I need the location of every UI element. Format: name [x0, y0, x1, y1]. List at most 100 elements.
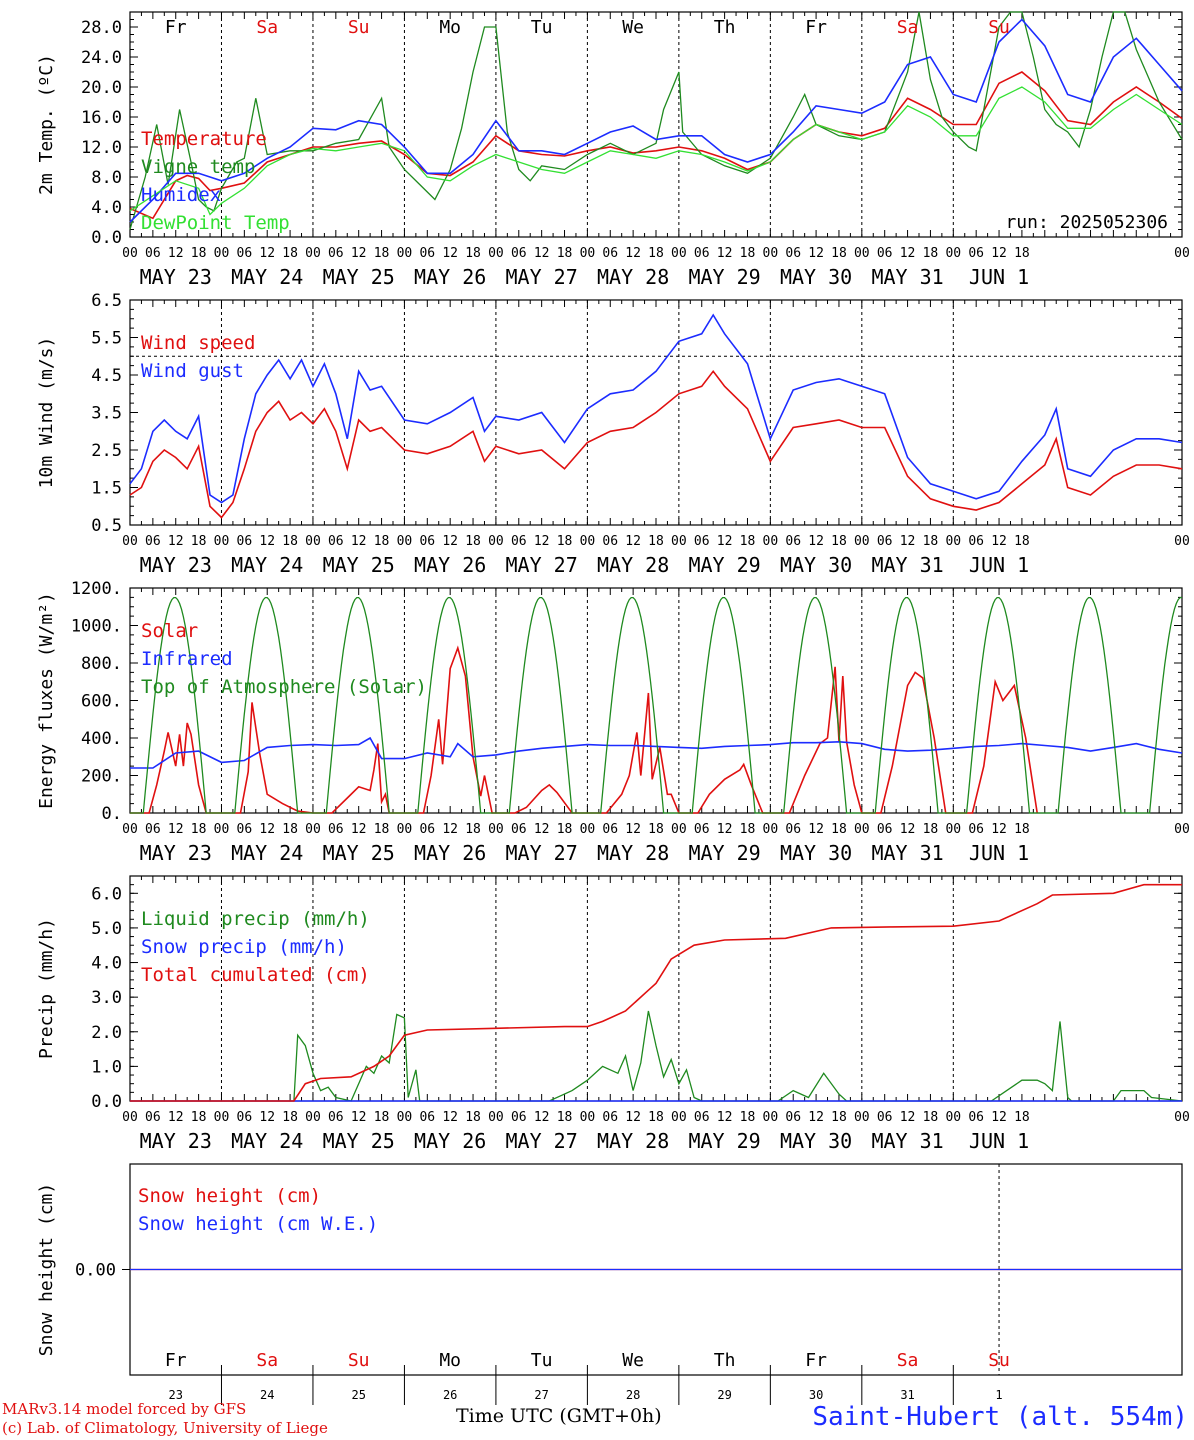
y-tick-label: 600.: [81, 692, 122, 712]
panel-wind: [129, 299, 1183, 526]
x-hour-label: 18: [282, 534, 298, 549]
x-hour-label: 12: [259, 1110, 275, 1125]
legend-total-cumulated-cm-: Total cumulated (cm): [141, 964, 370, 986]
x-hour-label: 18: [191, 534, 207, 549]
weekday-label: Mo: [439, 17, 461, 38]
y-axis-title: Precip (mm/h): [36, 918, 57, 1059]
x-hour-label: 12: [442, 1110, 458, 1125]
weekday-label: Sa: [897, 1350, 919, 1371]
x-date-label: MAY 23: [140, 553, 212, 577]
legend-infrared: Infrared: [141, 648, 233, 670]
x-hour-label: 00: [854, 534, 870, 549]
panel-frame: [129, 11, 1183, 238]
x-hour-label: 06: [237, 822, 253, 837]
x-hour-label: 06: [145, 534, 161, 549]
x-hour-label: 06: [328, 1110, 344, 1125]
x-hour-label: 00: [1174, 534, 1190, 549]
x-hour-label: 12: [717, 534, 733, 549]
weekday-label: Fr: [165, 1350, 187, 1371]
y-tick-label: 2.5: [91, 441, 122, 461]
x-hour-label: 18: [557, 246, 573, 261]
x-hour-label: 00: [214, 1110, 230, 1125]
x-hour-label: 00: [945, 534, 961, 549]
weekday-label: We: [622, 17, 644, 38]
x-hour-label: 00: [488, 246, 504, 261]
x-hour-label: 12: [168, 246, 184, 261]
series-wind-gust: [129, 313, 1183, 504]
x-hour-label: 06: [145, 1110, 161, 1125]
x-hour-label: 06: [602, 246, 618, 261]
weekday-label: Su: [348, 1350, 370, 1371]
weekday-label: Su: [988, 1350, 1010, 1371]
day-number-label: 25: [351, 1388, 365, 1402]
x-hour-label: 18: [923, 534, 939, 549]
weekday-label: We: [622, 1350, 644, 1371]
y-tick-label: 1.5: [91, 479, 122, 499]
x-hour-label: 00: [763, 534, 779, 549]
x-hour-label: 06: [968, 246, 984, 261]
x-hour-label: 06: [877, 822, 893, 837]
x-date-label: MAY 23: [140, 841, 212, 865]
series-top-of-atmosphere-solar-: [130, 596, 1182, 814]
day-number-label: 26: [443, 1388, 457, 1402]
x-hour-label: 00: [488, 1110, 504, 1125]
x-hour-label: 00: [580, 1110, 596, 1125]
x-date-label: MAY 29: [688, 1129, 760, 1153]
x-hour-label: 18: [557, 1110, 573, 1125]
weekday-label: Fr: [805, 1350, 827, 1371]
x-date-label: MAY 27: [506, 841, 578, 865]
x-date-label: JUN 1: [969, 265, 1029, 289]
x-hour-label: 18: [1014, 534, 1030, 549]
x-hour-label: 00: [945, 246, 961, 261]
day-number-label: 29: [717, 1388, 731, 1402]
x-hour-label: 18: [282, 1110, 298, 1125]
y-tick-label: 12.0: [81, 138, 122, 158]
y-tick-label: 28.0: [81, 18, 122, 38]
x-date-label: MAY 28: [597, 265, 669, 289]
legend-humidex: Humidex: [141, 184, 221, 206]
x-date-label: MAY 24: [231, 265, 303, 289]
panel-snow: [122, 1163, 1183, 1405]
x-date-label: MAY 31: [871, 841, 943, 865]
x-hour-label: 18: [1014, 822, 1030, 837]
x-hour-label: 06: [328, 822, 344, 837]
x-hour-label: 00: [1174, 246, 1190, 261]
x-hour-label: 18: [831, 246, 847, 261]
y-tick-label: 5.0: [91, 919, 122, 939]
x-hour-label: 12: [534, 1110, 550, 1125]
panel-temp: [129, 11, 1183, 238]
x-hour-label: 06: [785, 1110, 801, 1125]
x-hour-label: 12: [534, 246, 550, 261]
x-hour-label: 06: [237, 246, 253, 261]
x-date-label: MAY 30: [780, 553, 852, 577]
weekday-label: Fr: [165, 17, 187, 38]
day-number-label: 28: [626, 1388, 640, 1402]
x-hour-label: 18: [648, 822, 664, 837]
x-date-label: JUN 1: [969, 553, 1029, 577]
x-date-label: MAY 26: [414, 841, 486, 865]
y-tick-label: 1000.: [71, 617, 122, 637]
x-hour-label: 06: [694, 534, 710, 549]
x-hour-label: 12: [351, 1110, 367, 1125]
x-hour-label: 12: [168, 822, 184, 837]
y-axis-title: 10m Wind (m/s): [36, 337, 57, 489]
legend-solar: Solar: [141, 620, 198, 642]
x-date-label: MAY 25: [323, 553, 395, 577]
y-tick-label: 20.0: [81, 78, 122, 98]
x-hour-label: 12: [534, 534, 550, 549]
x-hour-label: 12: [808, 822, 824, 837]
x-hour-label: 12: [625, 534, 641, 549]
x-hour-label: 06: [419, 534, 435, 549]
y-tick-label: 400.: [81, 729, 122, 749]
x-hour-label: 12: [259, 534, 275, 549]
y-tick-label: 4.0: [91, 198, 122, 218]
x-date-label: MAY 31: [871, 265, 943, 289]
weekday-label: Sa: [256, 1350, 278, 1371]
x-hour-label: 00: [580, 822, 596, 837]
series-liquid-precip-mm-h-: [130, 1010, 1183, 1102]
x-hour-label: 18: [557, 822, 573, 837]
y-tick-label: 6.0: [91, 884, 122, 904]
legend-wind-gust: Wind gust: [141, 360, 244, 382]
x-hour-label: 18: [831, 822, 847, 837]
